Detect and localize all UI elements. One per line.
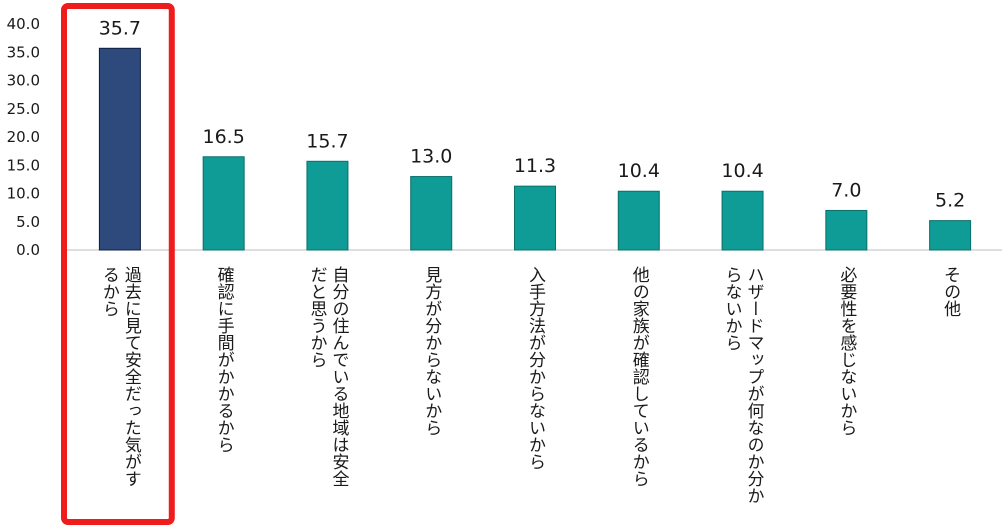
category-label: 他の家族が確認しているから	[629, 266, 650, 487]
category-label: 必要性を感じないから	[836, 266, 857, 436]
bar-6	[617, 190, 660, 251]
y-tick-label: 30.0	[7, 72, 40, 90]
category-label: らないから	[722, 266, 742, 351]
category-label: 過去に見て安全だった気がす	[121, 266, 142, 487]
category-label: るから	[99, 266, 119, 317]
category-label: 確認に手間がかかるから	[214, 266, 235, 453]
highlight-rect	[61, 3, 175, 525]
y-tick-label: 40.0	[7, 15, 40, 33]
y-tick-label: 5.0	[16, 213, 40, 231]
bar-2	[202, 156, 245, 251]
y-tick-label: 20.0	[7, 128, 40, 146]
bar-9	[929, 220, 972, 251]
category-label: 自分の住んでいる地域は安全	[328, 266, 349, 487]
bar-3	[306, 160, 349, 251]
bar-1	[98, 47, 141, 251]
category-label: その他	[940, 266, 961, 317]
bar-4	[410, 176, 453, 251]
value-label: 16.5	[203, 126, 245, 148]
value-label: 5.2	[935, 190, 965, 212]
y-tick-label: 0.0	[16, 241, 40, 259]
bar-5	[514, 185, 556, 251]
category-label: 見方が分からないから	[421, 266, 442, 436]
y-tick-label: 10.0	[7, 185, 40, 203]
value-label: 35.7	[99, 17, 141, 39]
category-label: ハザードマップが何なのか分か	[744, 266, 765, 504]
value-labels: 35.7 16.5 15.7 13.0 11.3 10.4 10.4 7.0 5.2	[99, 17, 965, 211]
bar-7	[721, 190, 764, 251]
y-tick-label: 15.0	[7, 156, 40, 174]
value-label: 11.3	[514, 155, 556, 177]
y-tick-label: 25.0	[7, 100, 40, 118]
category-label: だと思うから	[306, 266, 327, 368]
value-label: 10.4	[721, 160, 763, 182]
value-label: 15.7	[306, 130, 348, 152]
bars	[98, 47, 972, 251]
value-label: 13.0	[410, 146, 452, 168]
y-axis: 0.0 5.0 10.0 15.0 20.0 25.0 30.0 35.0 40.0	[7, 15, 1002, 259]
y-tick-label: 35.0	[7, 43, 40, 61]
highlight-box	[61, 3, 175, 525]
value-label: 7.0	[831, 179, 861, 201]
category-label: 入手方法が分からないから	[525, 266, 546, 470]
bar-8	[825, 209, 868, 251]
value-label: 10.4	[618, 160, 660, 182]
